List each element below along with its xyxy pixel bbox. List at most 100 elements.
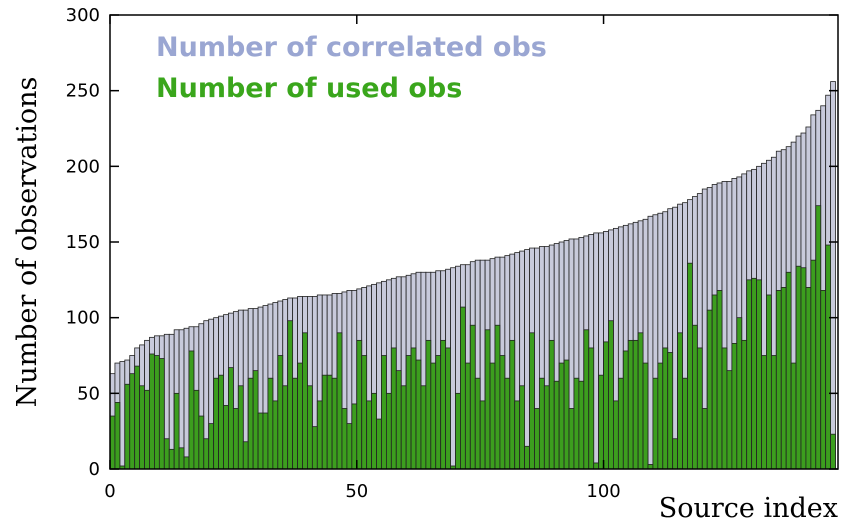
bar xyxy=(652,377,659,470)
bar xyxy=(509,339,516,470)
bar xyxy=(400,385,407,470)
bar xyxy=(341,408,348,470)
bar xyxy=(228,367,234,470)
bar xyxy=(751,277,757,470)
bar xyxy=(183,456,190,470)
bar xyxy=(647,215,654,470)
bar xyxy=(331,377,338,470)
bar xyxy=(450,267,456,470)
bar xyxy=(247,377,254,470)
bar xyxy=(257,412,264,470)
bar xyxy=(499,355,506,470)
bar xyxy=(756,279,762,470)
bar xyxy=(282,385,289,470)
bars xyxy=(109,81,836,470)
bar xyxy=(203,438,210,470)
bar xyxy=(435,355,442,470)
bar xyxy=(805,286,812,470)
bar xyxy=(237,385,244,470)
bar xyxy=(208,423,215,470)
bar xyxy=(188,350,195,470)
bar xyxy=(524,249,530,470)
bar xyxy=(785,271,792,470)
bar xyxy=(632,339,639,470)
bar xyxy=(129,373,136,470)
bar xyxy=(736,317,743,470)
bar xyxy=(825,244,831,470)
bar xyxy=(395,370,402,470)
bar xyxy=(519,385,525,470)
bar xyxy=(173,392,180,470)
bar xyxy=(410,347,417,470)
bar xyxy=(696,347,703,470)
bar xyxy=(178,447,185,470)
bar xyxy=(114,402,121,470)
bar xyxy=(677,332,683,470)
bar xyxy=(795,265,802,470)
bar xyxy=(119,361,126,470)
bar xyxy=(667,352,674,470)
bar xyxy=(706,309,713,470)
bar xyxy=(385,392,392,470)
bar xyxy=(134,365,141,470)
bar xyxy=(183,327,190,470)
bar xyxy=(548,339,555,470)
bar xyxy=(425,339,432,470)
bar xyxy=(351,403,358,470)
bar xyxy=(287,320,294,470)
bar xyxy=(657,362,664,470)
x-tick-label: 0 xyxy=(104,481,115,502)
y-tick-label: 250 xyxy=(66,81,100,102)
bar xyxy=(543,385,550,470)
bar xyxy=(810,259,817,470)
bar xyxy=(593,232,600,470)
bar xyxy=(770,355,777,470)
y-tick-label: 100 xyxy=(66,308,100,329)
bar xyxy=(617,377,624,470)
bar xyxy=(430,362,437,470)
bar xyxy=(573,377,580,470)
bar xyxy=(741,339,748,470)
bar xyxy=(232,408,239,470)
bar xyxy=(149,353,155,470)
bar xyxy=(371,392,377,470)
bar xyxy=(524,445,530,470)
bar xyxy=(455,392,461,470)
bar xyxy=(198,415,205,470)
bar xyxy=(815,205,822,470)
bar xyxy=(390,347,397,470)
bar xyxy=(682,377,688,470)
bar xyxy=(356,339,363,470)
bar xyxy=(583,329,590,470)
bar xyxy=(440,339,447,470)
bar xyxy=(124,383,131,470)
bar xyxy=(627,339,634,470)
y-tick-label: 200 xyxy=(66,156,100,177)
bar xyxy=(168,448,175,470)
bar xyxy=(637,332,644,470)
bar xyxy=(608,320,614,470)
bar xyxy=(514,400,521,470)
bar xyxy=(489,362,496,470)
bar xyxy=(538,377,545,470)
bar xyxy=(144,389,150,470)
bar xyxy=(267,377,274,470)
bar xyxy=(464,362,471,470)
y-tick-label: 150 xyxy=(66,232,100,253)
bar xyxy=(297,362,303,470)
bar xyxy=(277,355,284,470)
bar xyxy=(272,400,279,470)
bar xyxy=(326,374,333,470)
legend-entry: Number of used obs xyxy=(156,73,462,104)
bar xyxy=(830,433,836,470)
bar xyxy=(746,279,753,470)
bar xyxy=(642,362,649,470)
bar xyxy=(405,355,412,470)
bar xyxy=(346,423,353,470)
bar xyxy=(529,332,535,470)
bar xyxy=(711,294,718,470)
bar xyxy=(292,377,298,470)
bar xyxy=(578,380,585,470)
bar xyxy=(568,408,575,470)
